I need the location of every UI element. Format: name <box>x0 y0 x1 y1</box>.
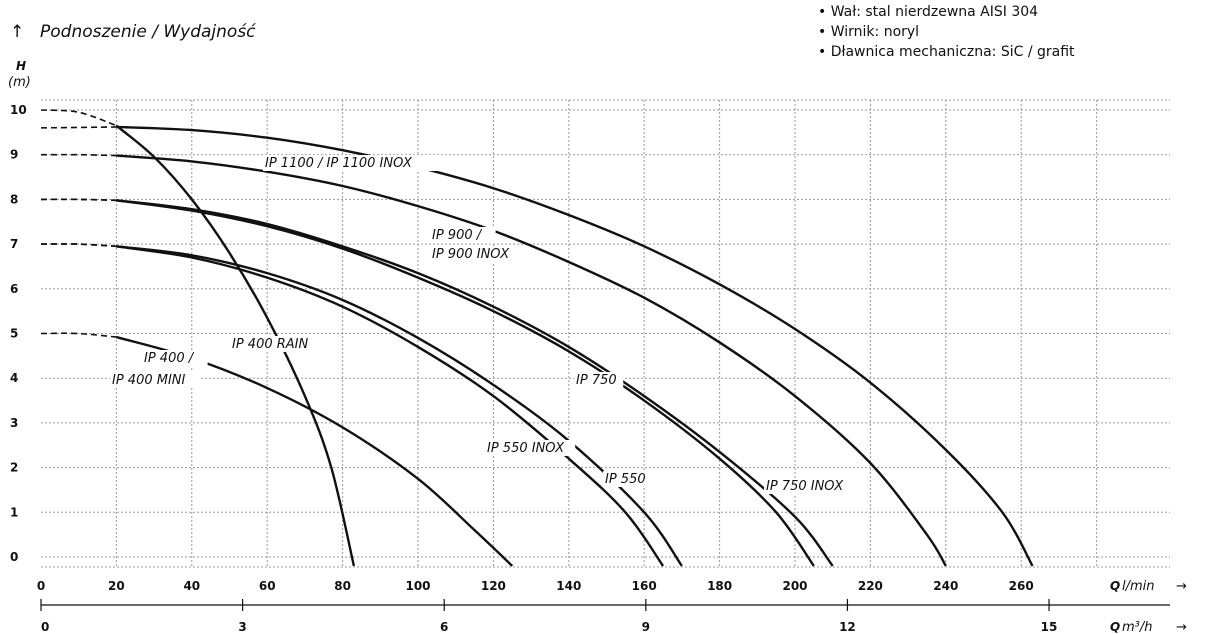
x-tick-label: 40 <box>183 579 200 593</box>
chart-title: Podnoszenie / Wydajność <box>40 22 256 42</box>
x-tick-label: 120 <box>481 579 506 593</box>
curve-ip-550 <box>116 245 683 567</box>
x-tick-label: 100 <box>405 579 430 593</box>
curve-ip-1100-ip-1100-inox <box>116 125 1034 567</box>
x2-tick-label: 9 <box>642 620 650 634</box>
x-tick-label: 80 <box>334 579 351 593</box>
x-tick-label: 220 <box>858 579 883 593</box>
y-axis-ticks: 0 1 2 3 4 5 6 7 8 9 10 <box>10 103 27 564</box>
y-tick-label: 1 <box>10 505 18 519</box>
y-tick-label: 2 <box>10 461 18 475</box>
curve-label-bg <box>430 246 521 262</box>
curve-label-bg <box>430 227 496 243</box>
curves <box>40 109 1034 567</box>
x-tick-label: 0 <box>37 579 45 593</box>
x2-tick-label: 0 <box>41 620 49 634</box>
x-tick-label: 60 <box>259 579 276 593</box>
curve-ip-400-ip-400-mini <box>116 335 514 567</box>
curve-dashed-ip-400-rain <box>40 109 117 127</box>
x-tick-label: 200 <box>782 579 807 593</box>
x-tick-label: 260 <box>1009 579 1034 593</box>
curve-label: IP 750 <box>576 373 617 388</box>
curve-label-bg <box>263 155 444 171</box>
feature-item: Wał: stal nierdzewna AISI 304 <box>818 2 1075 22</box>
curve-label: IP 400 MINI <box>112 373 186 388</box>
curve-label: IP 750 INOX <box>766 479 844 494</box>
y-tick-label: 4 <box>10 371 18 385</box>
curve-label-bg <box>230 336 321 352</box>
x2-tick-label: 15 <box>1041 620 1058 634</box>
y-tick-label: 8 <box>10 192 18 206</box>
y-tick-label: 3 <box>10 416 18 430</box>
curve-label-bg <box>485 440 576 456</box>
x-axis-label: Q <box>1110 579 1120 593</box>
x-tick-label: 240 <box>933 579 958 593</box>
x-axis-unit: l/min <box>1122 579 1155 594</box>
feature-item: Wirnik: noryl <box>818 22 1075 42</box>
curve-ip-550-inox <box>116 245 665 567</box>
x2-tick-label: 3 <box>238 620 246 634</box>
curve-label: IP 550 INOX <box>487 441 565 456</box>
curve-label-bg <box>574 372 624 388</box>
y-tick-label: 9 <box>10 148 18 162</box>
secondary-x-axis: 0 3 6 9 12 15 <box>40 599 1170 634</box>
y-axis-arrow-icon: ↑ <box>10 22 25 42</box>
y-tick-label: 5 <box>10 327 18 341</box>
x-axis-arrow-icon: → <box>1176 579 1187 594</box>
y-tick-label: 10 <box>10 103 27 117</box>
curve-label: IP 900 / <box>432 228 483 243</box>
x2-axis-label: Q <box>1110 620 1120 634</box>
curve-label: IP 1100 / IP 1100 INOX <box>265 156 413 171</box>
x2-tick-label: 12 <box>839 620 856 634</box>
y-tick-label: 7 <box>10 237 18 251</box>
x2-tick-label: 6 <box>440 620 448 634</box>
curve-label-bg <box>603 471 653 487</box>
y-tick-label: 6 <box>10 282 18 296</box>
y-tick-label: 0 <box>10 550 18 564</box>
feature-item: Dławnica mechaniczna: SiC / grafit <box>818 42 1075 62</box>
curve-label-bg <box>110 372 201 388</box>
x-tick-label: 180 <box>707 579 732 593</box>
x-tick-label: 20 <box>108 579 125 593</box>
x2-axis-arrow-icon: → <box>1176 620 1187 634</box>
curve-ip-400-rain <box>115 124 356 567</box>
x2-axis-unit: m³/h <box>1122 620 1153 634</box>
x-tick-label: 160 <box>632 579 657 593</box>
curve-label-bg <box>142 350 208 366</box>
feature-list: Wał: stal nierdzewna AISI 304 Wirnik: no… <box>818 2 1075 62</box>
curve-label: IP 550 <box>605 472 646 487</box>
curve-labels: IP 400 / IP 400 MINI IP 400 RAIN IP 550 INO… <box>110 155 855 494</box>
curve-label: IP 400 RAIN <box>232 337 309 352</box>
curve-ip-750-inox <box>116 199 834 567</box>
y-axis-label: H <box>16 59 26 73</box>
curve-ip-900-ip-900-inox <box>116 154 947 567</box>
curve-label: IP 400 / <box>144 351 195 366</box>
curve-dashed-ip-1100-ip-1100-inox <box>40 126 117 129</box>
curve-label-bg <box>764 478 855 494</box>
x-tick-label: 140 <box>556 579 581 593</box>
grid <box>41 99 1170 568</box>
x-axis-ticks: 0 20 40 60 80 100 120 140 160 180 200 220 240 260 <box>37 579 1034 593</box>
y-axis-unit: (m) <box>8 75 31 90</box>
curve-label: IP 900 INOX <box>432 247 510 262</box>
curve-ip-750 <box>116 199 815 567</box>
